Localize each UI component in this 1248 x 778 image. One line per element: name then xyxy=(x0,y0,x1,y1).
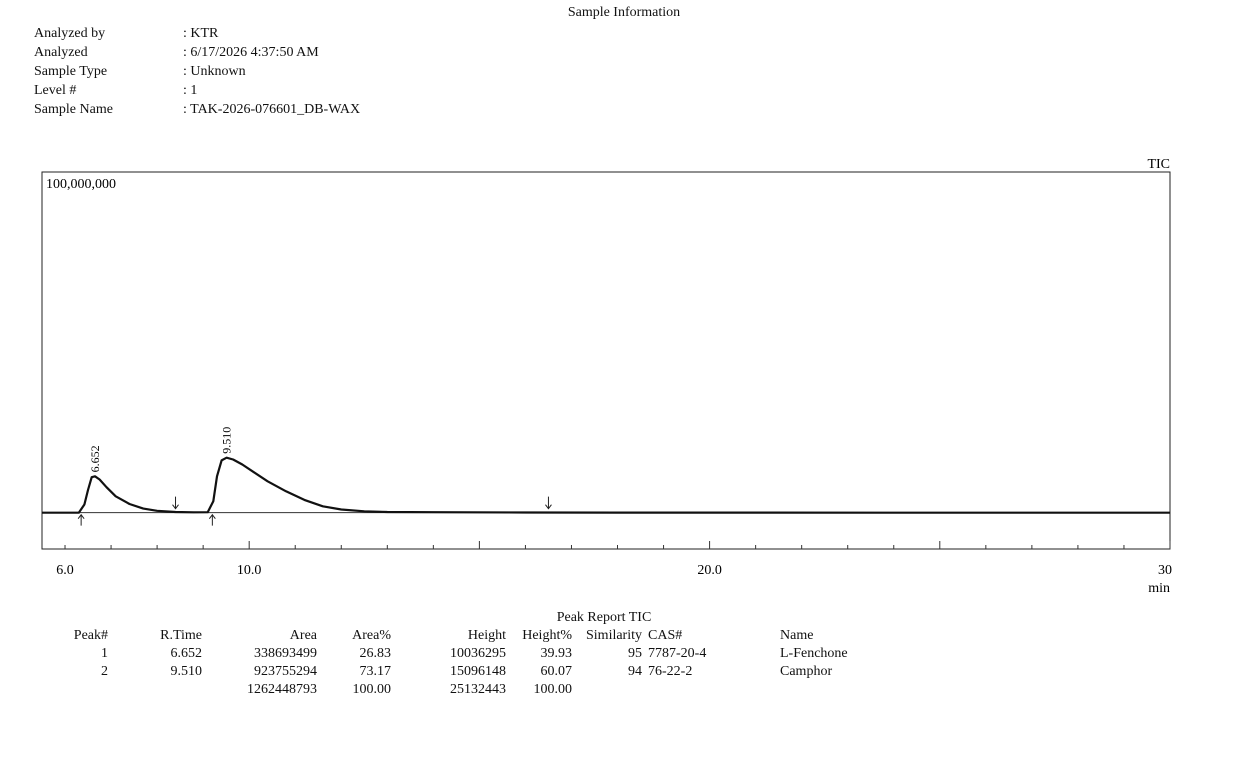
col-header: CAS# xyxy=(648,628,683,643)
cell-total xyxy=(780,681,900,699)
cell-height: 10036295 xyxy=(450,646,506,661)
col-header: Name xyxy=(780,628,814,643)
cell-rtime: 9.510 xyxy=(170,664,203,679)
cell-total-area-pct: 100.00 xyxy=(352,682,392,697)
sample-info-title: Sample Information xyxy=(567,5,681,20)
cell-area: 338693499 xyxy=(254,646,317,661)
cell-similarity: 95 xyxy=(628,646,642,661)
col-header: R.Time xyxy=(160,628,202,643)
cell-area-pct: 26.83 xyxy=(359,646,392,661)
integration-marker xyxy=(172,496,179,510)
peak-report-table: Peak# R.Time Area Area% Height Height% S… xyxy=(60,627,900,699)
table-row: 1 6.652 338693499 26.83 10036295 39.93 9… xyxy=(60,645,900,663)
cell-total xyxy=(60,681,108,699)
x-axis-label: min xyxy=(1148,581,1170,596)
x-ticks xyxy=(64,541,1171,549)
field-value: : 1 xyxy=(183,83,198,98)
integration-marker xyxy=(208,513,216,526)
y-scale-label: 100,000,000 xyxy=(46,177,116,192)
table-totals-row: 1262448793 100.00 25132443 100.00 xyxy=(60,681,900,699)
integration-marker xyxy=(77,513,85,526)
cell-height-pct: 39.93 xyxy=(540,646,573,661)
chart-title: TIC xyxy=(1147,157,1170,172)
cell-area: 923755294 xyxy=(254,664,317,679)
field-value: : KTR xyxy=(183,26,219,41)
cell-total-area: 1262448793 xyxy=(247,682,317,697)
field-label: Sample Type xyxy=(34,64,108,79)
cell-total-height: 25132443 xyxy=(450,682,506,697)
table-header-row: Peak# R.Time Area Area% Height Height% S… xyxy=(60,627,900,645)
peak-labels: 6.652 9.510 xyxy=(88,427,234,473)
col-header: Area% xyxy=(352,628,391,643)
cell-peak: 1 xyxy=(101,646,108,661)
cell-height: 15096148 xyxy=(450,664,506,679)
cell-name: Camphor xyxy=(780,664,833,679)
report-title: Peak Report TIC xyxy=(556,610,652,625)
peak-label: 9.510 xyxy=(220,427,234,454)
integration-markers xyxy=(77,496,552,526)
field-label: Analyzed xyxy=(34,45,88,60)
field-label: Sample Name xyxy=(34,102,113,117)
x-tick-label: 30 xyxy=(1158,563,1172,578)
col-header: Similarity xyxy=(586,628,642,643)
cell-area-pct: 73.17 xyxy=(359,664,392,679)
x-tick-label: 6.0 xyxy=(56,563,74,578)
cell-height-pct: 60.07 xyxy=(540,664,573,679)
col-header: Height% xyxy=(522,628,572,643)
chromatogram-chart: TIC 100,000,000 min 6.0 10.0 20.0 30 6.652 9… xyxy=(41,157,1172,596)
cell-total xyxy=(108,681,202,699)
peak-label: 6.652 xyxy=(88,445,102,472)
col-header: Height xyxy=(467,628,506,643)
cell-total xyxy=(642,681,780,699)
table-row: 2 9.510 923755294 73.17 15096148 60.07 9… xyxy=(60,663,900,681)
plot-frame xyxy=(41,171,1171,550)
field-value: : TAK-2026-076601_DB-WAX xyxy=(183,102,361,117)
cell-similarity: 94 xyxy=(628,664,642,679)
integration-marker xyxy=(545,496,552,510)
x-tick-label: 10.0 xyxy=(237,563,262,578)
cell-cas: 76-22-2 xyxy=(648,664,693,679)
field-label: Level # xyxy=(34,83,77,98)
cell-rtime: 6.652 xyxy=(170,646,203,661)
col-header: Peak# xyxy=(73,628,108,643)
field-value: : Unknown xyxy=(183,64,246,79)
cell-total xyxy=(572,681,642,699)
x-tick-label: 20.0 xyxy=(697,563,722,578)
field-label: Analyzed by xyxy=(34,26,106,41)
cell-total-height-pct: 100.00 xyxy=(533,682,573,697)
col-header: Area xyxy=(289,628,317,643)
cell-cas: 7787-20-4 xyxy=(648,646,707,661)
cell-peak: 2 xyxy=(101,664,108,679)
tic-trace xyxy=(42,456,1170,514)
cell-name: L-Fenchone xyxy=(780,646,848,661)
x-tick-labels: 6.0 10.0 20.0 30 xyxy=(56,563,1172,578)
field-value: : 6/17/2026 4:37:50 AM xyxy=(183,45,319,60)
